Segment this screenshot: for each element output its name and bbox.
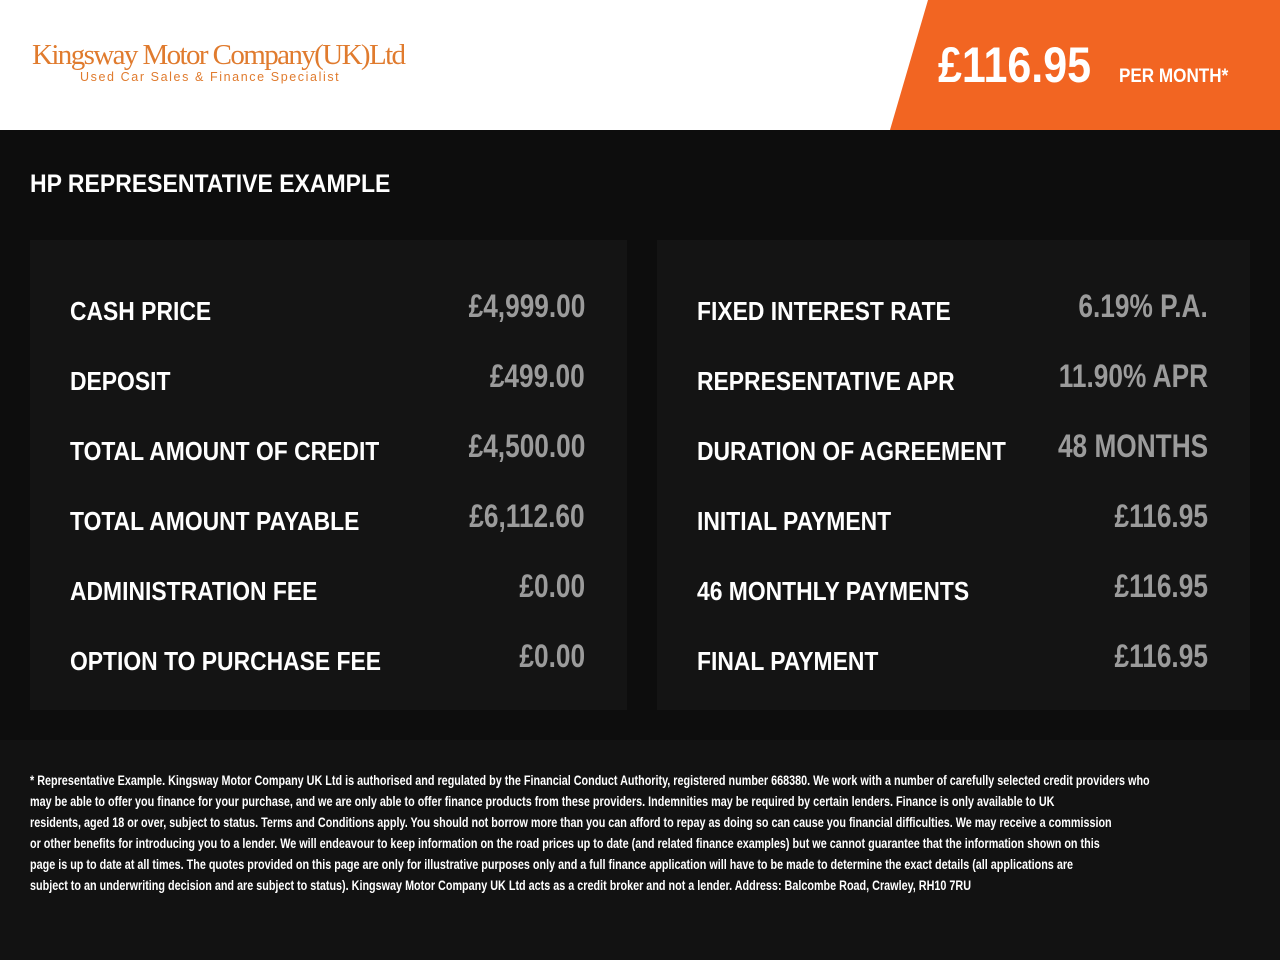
- row-label: CASH PRICE: [70, 296, 212, 326]
- monthly-price-banner: [890, 0, 1280, 130]
- row-label: FINAL PAYMENT: [697, 646, 879, 676]
- disclaimer-line: residents, aged 18 or over, subject to s…: [30, 815, 1112, 830]
- row-label: TOTAL AMOUNT OF CREDIT: [70, 436, 380, 466]
- row-label: DURATION OF AGREEMENT: [697, 436, 1006, 466]
- finance-row: FIXED INTEREST RATE 6.19% P.A.: [697, 288, 1208, 328]
- finance-row: FINAL PAYMENT £116.95: [697, 638, 1208, 678]
- row-value: 48 MONTHS: [1057, 428, 1208, 464]
- row-value: £0.00: [519, 568, 585, 604]
- row-label: DEPOSIT: [70, 366, 171, 396]
- row-label: FIXED INTEREST RATE: [697, 296, 951, 326]
- finance-row: ADMINISTRATION FEE £0.00: [70, 568, 585, 608]
- section-title: HP REPRESENTATIVE EXAMPLE: [30, 170, 391, 198]
- row-value: 11.90% APR: [1058, 358, 1208, 394]
- disclaimer-line: page is up to date at all times. The quo…: [30, 857, 1074, 872]
- disclaimer-line: * Representative Example. Kingsway Motor…: [30, 773, 1150, 788]
- row-label: OPTION TO PURCHASE FEE: [70, 646, 382, 676]
- row-value: £6,112.60: [469, 498, 585, 534]
- finance-row: DEPOSIT £499.00: [70, 358, 585, 398]
- disclaimer-line: or other benefits for introducing you to…: [30, 836, 1100, 851]
- company-logo[interactable]: Kingsway Motor Company(UK)Ltd Used Car S…: [32, 39, 406, 84]
- finance-row: TOTAL AMOUNT OF CREDIT £4,500.00: [70, 428, 585, 468]
- finance-panel-right: FIXED INTEREST RATE 6.19% P.A. REPRESENTA…: [657, 240, 1250, 710]
- row-value: £499.00: [490, 358, 585, 394]
- row-label: TOTAL AMOUNT PAYABLE: [70, 506, 360, 536]
- finance-row: DURATION OF AGREEMENT 48 MONTHS: [697, 428, 1208, 468]
- disclaimer-section: * Representative Example. Kingsway Motor…: [0, 740, 1280, 960]
- row-value: £4,500.00: [468, 428, 585, 464]
- row-value: 6.19% P.A.: [1078, 288, 1208, 324]
- row-value: £116.95: [1114, 498, 1208, 534]
- finance-row: INITIAL PAYMENT £116.95: [697, 498, 1208, 538]
- finance-panel-left: CASH PRICE £4,999.00 DEPOSIT £499.00 TOTAL…: [30, 240, 627, 710]
- disclaimer-line: may be able to offer you finance for you…: [30, 794, 1055, 809]
- row-label: INITIAL PAYMENT: [697, 506, 892, 536]
- row-value: £0.00: [519, 638, 585, 674]
- per-month-label: PER MONTH*: [1119, 66, 1229, 87]
- logo-name: Kingsway Motor Company(UK)Ltd: [32, 39, 406, 71]
- disclaimer-line: subject to an underwriting decision and …: [30, 878, 971, 893]
- disclaimer-text: * Representative Example. Kingsway Motor…: [30, 770, 1280, 896]
- row-value: £116.95: [1114, 638, 1208, 674]
- monthly-price: £116.95: [938, 37, 1092, 93]
- finance-row: TOTAL AMOUNT PAYABLE £6,112.60: [70, 498, 585, 538]
- header: Kingsway Motor Company(UK)Ltd Used Car S…: [0, 0, 1280, 130]
- row-label: REPRESENTATIVE APR: [697, 366, 955, 396]
- row-label: ADMINISTRATION FEE: [70, 576, 318, 606]
- logo-tagline: Used Car Sales & Finance Specialist: [80, 70, 341, 84]
- finance-row: 46 MONTHLY PAYMENTS £116.95: [697, 568, 1208, 608]
- row-value: £116.95: [1114, 568, 1208, 604]
- row-value: £4,999.00: [468, 288, 585, 324]
- finance-row: CASH PRICE £4,999.00: [70, 288, 585, 328]
- finance-row: REPRESENTATIVE APR 11.90% APR: [697, 358, 1208, 398]
- finance-row: OPTION TO PURCHASE FEE £0.00: [70, 638, 585, 678]
- row-label: 46 MONTHLY PAYMENTS: [697, 576, 970, 606]
